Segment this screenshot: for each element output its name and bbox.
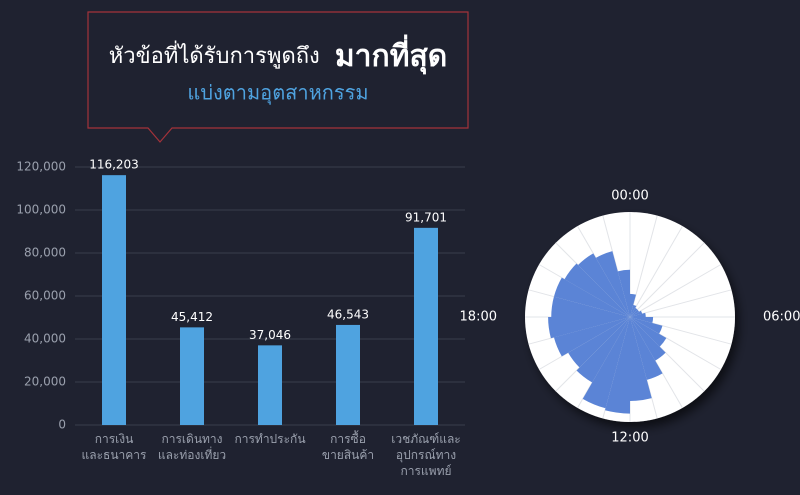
bar	[414, 227, 438, 425]
polar-sector	[553, 277, 630, 317]
value-label: 116,203	[89, 158, 139, 172]
polar-label: 00:00	[611, 189, 648, 204]
bar	[180, 327, 204, 425]
title-emphasis: มากที่สุด	[335, 34, 447, 75]
polar-label: 12:00	[611, 431, 648, 446]
polar-sector	[582, 317, 630, 409]
value-label: 46,543	[327, 307, 369, 321]
x-tick-label: การเงินและธนาคาร	[81, 432, 147, 462]
y-tick-label: 80,000	[24, 246, 66, 260]
polar-spoke	[629, 225, 683, 318]
y-tick-label: 40,000	[24, 332, 66, 346]
polar-sector	[551, 296, 630, 317]
polar-sector	[576, 317, 630, 383]
title: หัวข้อที่ได้รับการพูดถึง มากที่สุด	[109, 34, 448, 75]
polar-sector	[630, 317, 654, 323]
polar-sector	[630, 309, 640, 317]
polar-sector	[630, 310, 643, 317]
x-tick-label: การซื้อขายสินค้า	[322, 430, 374, 462]
subtitle: แบ่งตามอุตสาหกรรม	[187, 81, 368, 106]
bar	[336, 324, 360, 425]
x-tick-label: เวชภัณฑ์และอุปกรณ์ทางการแพทย์	[391, 432, 461, 478]
polar-label: 06:00	[763, 310, 800, 325]
polar-sector	[595, 251, 630, 317]
polar-spoke	[629, 289, 732, 318]
polar-sector	[630, 317, 663, 380]
polar-label: 18:00	[460, 310, 497, 325]
polar-sector	[548, 317, 630, 339]
polar-sector	[578, 253, 630, 317]
value-label: 45,412	[171, 310, 213, 324]
polar-sector	[630, 293, 636, 317]
polar-sector	[630, 317, 652, 401]
polar-sector	[553, 317, 630, 357]
polar-spoke	[629, 215, 658, 318]
y-tick-label: 0	[58, 418, 66, 432]
polar-sector	[564, 263, 630, 317]
polar-sector	[630, 307, 638, 317]
value-label: 37,046	[249, 328, 291, 342]
polar-spoke	[629, 242, 705, 318]
y-tick-label: 100,000	[16, 203, 66, 217]
bar	[102, 175, 126, 425]
x-tick-label: การเดินทางและท่องเที่ยว	[158, 432, 226, 462]
polar-sector	[630, 317, 667, 347]
polar-sector	[630, 317, 666, 361]
polar-sector	[630, 317, 663, 334]
title-box	[87, 11, 469, 143]
title-text: หัวข้อที่ได้รับการพูดถึง	[109, 40, 320, 69]
y-tick-label: 20,000	[24, 375, 66, 389]
polar-sector	[630, 312, 646, 317]
polar-sector	[630, 304, 637, 317]
y-tick-label: 60,000	[24, 289, 66, 303]
value-label: 91,701	[405, 210, 447, 224]
bar	[258, 345, 282, 425]
polar-sector	[568, 317, 630, 368]
polar-sector	[617, 269, 630, 317]
x-tick-label: การทำประกัน	[234, 432, 305, 446]
polar-sector	[604, 317, 630, 414]
y-tick-label: 120,000	[16, 160, 66, 174]
polar-spoke	[629, 264, 722, 318]
